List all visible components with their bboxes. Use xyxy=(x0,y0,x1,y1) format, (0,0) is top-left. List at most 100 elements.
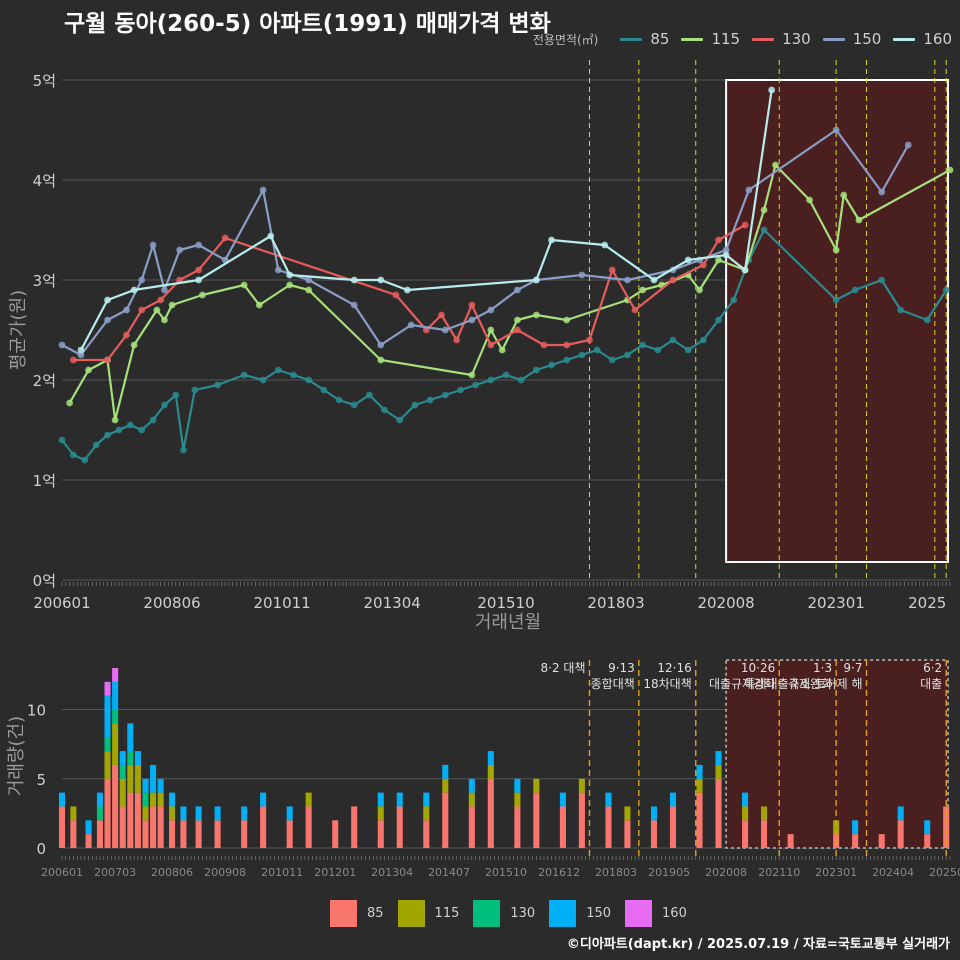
legend-item-115: 115 xyxy=(681,30,740,48)
price-point-85 xyxy=(578,351,586,359)
volume-bar-115 xyxy=(157,792,164,807)
price-point-160 xyxy=(104,296,111,304)
volume-bar-85 xyxy=(442,792,449,848)
price-point-150 xyxy=(274,266,282,274)
volume-bar-150 xyxy=(104,695,111,738)
price-point-130 xyxy=(157,296,165,304)
volume-bar-150 xyxy=(423,792,430,807)
volume-x-tick-label: 202110 xyxy=(758,866,800,879)
volume-bar-150 xyxy=(150,764,157,793)
volume-x-tick-label: 201510 xyxy=(485,866,527,879)
price-point-85 xyxy=(502,371,510,379)
volume-policy-label: 특례대출축소 토허제 해 xyxy=(744,677,862,691)
price-point-85 xyxy=(180,446,187,454)
price-point-85 xyxy=(58,436,66,444)
price-point-85 xyxy=(191,386,199,394)
volume-bar-85 xyxy=(396,806,403,848)
price-point-160 xyxy=(403,286,411,294)
price-point-130 xyxy=(69,356,77,364)
price-point-85 xyxy=(396,416,404,424)
price-point-85 xyxy=(240,371,248,379)
price-point-150 xyxy=(77,351,85,359)
price-point-85 xyxy=(878,276,886,284)
price-point-85 xyxy=(593,346,601,354)
bottom-legend-swatch-130 xyxy=(473,900,501,927)
price-point-150 xyxy=(104,316,111,324)
volume-bar-85 xyxy=(669,806,677,848)
volume-x-tick-label: 200806 xyxy=(151,866,193,879)
volume-x-tick-label: 200703 xyxy=(94,866,136,879)
price-point-160 xyxy=(741,266,749,274)
volume-bar-150 xyxy=(696,764,703,779)
price-point-150 xyxy=(161,286,168,294)
legend-label-85: 85 xyxy=(650,30,670,48)
price-point-85 xyxy=(365,391,373,399)
price-point-150 xyxy=(441,326,449,334)
price-point-85 xyxy=(730,296,738,304)
price-point-85 xyxy=(92,441,100,449)
price-point-85 xyxy=(832,296,840,304)
price-point-160 xyxy=(350,276,358,284)
price-point-85 xyxy=(214,381,221,389)
volume-bar-85 xyxy=(377,820,384,848)
bottom-legend-item-85: 85 xyxy=(330,900,384,927)
volume-bar-85 xyxy=(878,834,885,848)
bottom-legend-label-130: 130 xyxy=(510,906,536,921)
volume-bar-85 xyxy=(761,820,768,848)
price-point-85 xyxy=(426,396,434,404)
volume-bar-85 xyxy=(650,820,658,848)
volume-bar-85 xyxy=(127,792,134,848)
price-y-tick-label: 3억 xyxy=(33,272,56,290)
price-point-85 xyxy=(942,286,950,294)
volume-bar-115 xyxy=(112,723,119,765)
volume-y-axis-label: 거래량(건) xyxy=(6,716,27,796)
price-point-130 xyxy=(586,336,593,344)
price-point-130 xyxy=(741,221,749,229)
price-point-150 xyxy=(513,286,521,294)
price-point-85 xyxy=(350,401,358,409)
price-highlight-region xyxy=(725,79,949,563)
volume-policy-label: 9·7 xyxy=(843,661,862,675)
volume-bar-150 xyxy=(286,806,293,821)
price-x-tick-label: 202008 xyxy=(697,594,754,612)
volume-x-tick-label: 201803 xyxy=(595,866,637,879)
volume-bar-115 xyxy=(761,806,768,821)
price-y-tick-label: 4억 xyxy=(33,172,56,190)
volume-policy-label: 12·16 xyxy=(657,661,691,675)
price-point-130 xyxy=(221,234,229,242)
bottom-legend-item-130: 130 xyxy=(473,900,535,927)
price-point-130 xyxy=(669,276,677,284)
volume-bar-150 xyxy=(58,792,66,807)
volume-bar-150 xyxy=(214,806,221,821)
price-point-115 xyxy=(946,166,954,174)
price-point-85 xyxy=(104,431,111,439)
volume-bar-85 xyxy=(119,806,126,848)
price-point-115 xyxy=(66,399,73,407)
volume-bar-150 xyxy=(169,792,176,807)
volume-policy-label: 1·3 xyxy=(813,661,832,675)
price-point-85 xyxy=(126,421,134,429)
volume-x-tick-label: 200908 xyxy=(204,866,246,879)
price-point-160 xyxy=(768,86,776,94)
price-x-tick-label: 200601 xyxy=(33,594,90,612)
volume-bar-85 xyxy=(241,820,248,848)
price-point-160 xyxy=(377,276,385,284)
volume-policy-label: 8·2 대책 xyxy=(541,660,586,675)
price-series-line-160 xyxy=(80,89,773,351)
volume-bar-115 xyxy=(742,806,749,821)
price-point-85 xyxy=(335,396,343,404)
volume-bar-150 xyxy=(715,751,722,765)
price-point-150 xyxy=(138,276,146,284)
volume-bar-85 xyxy=(104,778,111,848)
price-point-160 xyxy=(195,276,203,284)
volume-bar-115 xyxy=(468,792,475,807)
volume-bar-85 xyxy=(142,820,149,848)
price-point-160 xyxy=(267,232,275,240)
volume-bar-150 xyxy=(119,751,126,765)
volume-bar-160 xyxy=(112,668,119,682)
price-point-115 xyxy=(760,206,768,214)
volume-bar-115 xyxy=(104,751,111,779)
price-point-150 xyxy=(195,241,203,249)
volume-bar-85 xyxy=(169,820,176,848)
volume-bar-150 xyxy=(442,764,449,779)
